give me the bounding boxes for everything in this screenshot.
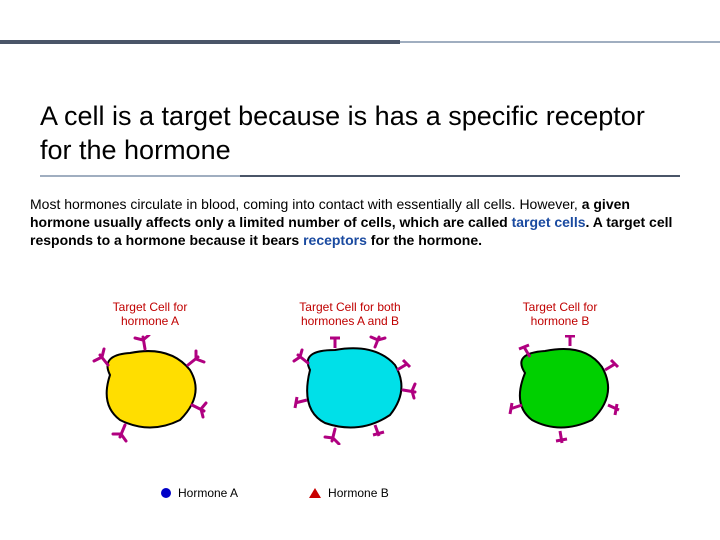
cell-a-body bbox=[107, 351, 196, 427]
cell-b-block: Target Cell for hormone B bbox=[470, 300, 650, 445]
slide-title: A cell is a target because is has a spec… bbox=[40, 100, 680, 168]
hormone-b-icon bbox=[308, 487, 322, 499]
cell-a-label-l1: Target Cell for bbox=[113, 300, 188, 314]
legend-hormone-a: Hormone A bbox=[160, 486, 238, 500]
cells-diagram: Target Cell for hormone A Target Cell fo… bbox=[60, 300, 660, 500]
title-underline bbox=[40, 175, 680, 177]
cell-b-svg bbox=[490, 335, 630, 445]
keyword-receptors: receptors bbox=[303, 232, 367, 248]
body-p1: Most hormones circulate in blood, coming… bbox=[30, 196, 582, 212]
body-paragraph: Most hormones circulate in blood, coming… bbox=[30, 195, 690, 250]
cell-ab-block: Target Cell for both hormones A and B bbox=[260, 300, 440, 445]
top-divider bbox=[0, 40, 720, 44]
hormone-a-icon bbox=[160, 487, 172, 499]
body-p4: for the hormone. bbox=[367, 232, 482, 248]
cell-ab-label: Target Cell for both hormones A and B bbox=[260, 300, 440, 329]
cell-ab-svg bbox=[275, 335, 425, 445]
cell-b-body bbox=[520, 349, 608, 428]
cell-a-label-l2: hormone A bbox=[121, 314, 179, 328]
legend-hormone-b: Hormone B bbox=[308, 486, 389, 500]
cell-b-label: Target Cell for hormone B bbox=[470, 300, 650, 329]
legend-a-label: Hormone A bbox=[178, 486, 238, 500]
cell-a-block: Target Cell for hormone A bbox=[60, 300, 240, 445]
cell-ab-label-l1: Target Cell for both bbox=[299, 300, 400, 314]
legend-b-label: Hormone B bbox=[328, 486, 389, 500]
keyword-target-cells: target cells bbox=[512, 214, 586, 230]
cell-b-label-l1: Target Cell for bbox=[523, 300, 598, 314]
cell-ab-label-l2: hormones A and B bbox=[301, 314, 399, 328]
cell-ab-body bbox=[307, 348, 401, 427]
cell-b-label-l2: hormone B bbox=[531, 314, 590, 328]
cell-a-label: Target Cell for hormone A bbox=[60, 300, 240, 329]
cell-a-svg bbox=[80, 335, 220, 445]
legend: Hormone A Hormone B bbox=[160, 486, 600, 500]
